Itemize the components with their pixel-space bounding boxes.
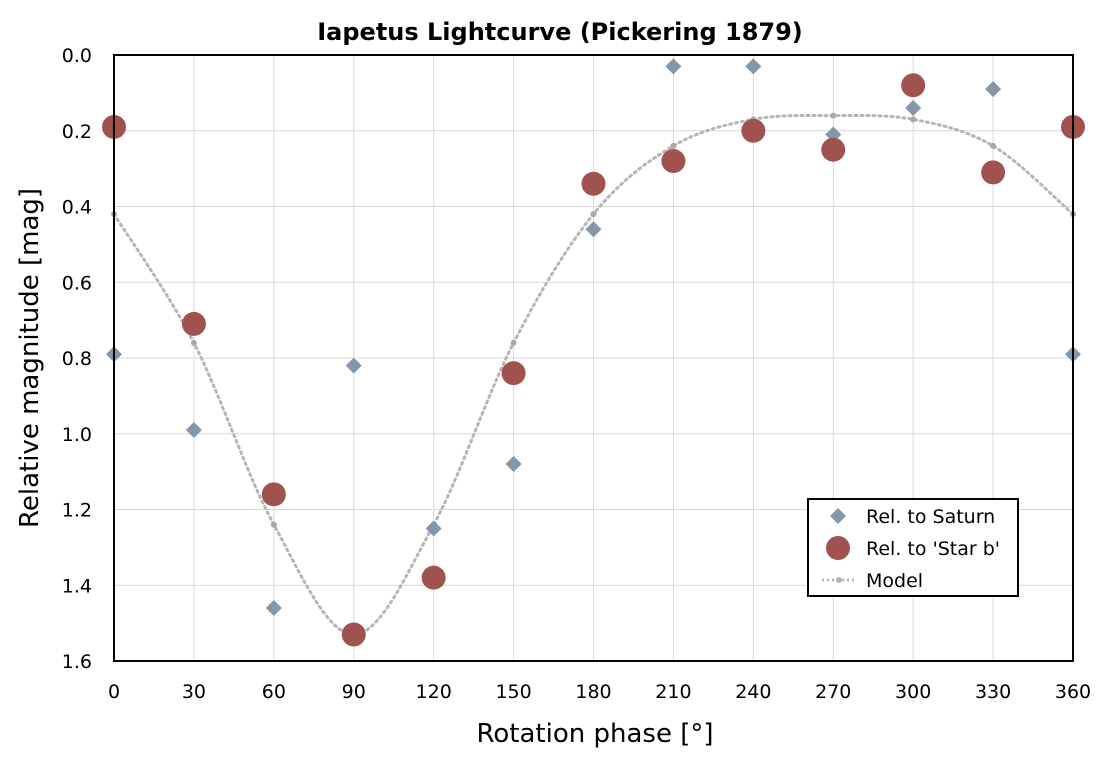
model-point [590, 211, 597, 218]
x-tick-label: 30 [182, 681, 206, 703]
y-tick-label: 0.8 [62, 348, 92, 370]
x-tick-label: 180 [575, 681, 611, 703]
starb-point [901, 73, 926, 98]
starb-point [981, 160, 1006, 185]
y-tick-label: 0.0 [62, 45, 92, 67]
x-tick-label: 90 [342, 681, 366, 703]
model-point [510, 339, 517, 346]
model-curve [112, 113, 1075, 636]
y-tick-label: 0.6 [62, 272, 92, 294]
y-axis-label: Relative magnitude [mag] [15, 188, 45, 528]
saturn-point [585, 221, 602, 238]
model-point [270, 521, 277, 528]
saturn-point [345, 357, 362, 374]
y-tick-label: 1.0 [62, 424, 92, 446]
legend-model-label: Model [866, 570, 923, 592]
saturn-point [985, 81, 1002, 98]
saturn-point [425, 520, 442, 537]
starb-point [661, 149, 686, 174]
y-tick-label: 1.4 [62, 575, 92, 597]
starb-point [581, 171, 606, 196]
saturn-point [665, 58, 682, 75]
model-point [670, 142, 677, 149]
y-tick-label: 1.2 [62, 500, 92, 522]
x-tick-label: 240 [735, 681, 771, 703]
plot-frame [113, 54, 1074, 662]
y-tick-label: 0.4 [62, 197, 92, 219]
x-tick-label: 120 [416, 681, 452, 703]
starb-point [261, 482, 286, 507]
x-tick-label: 210 [655, 681, 691, 703]
legend-model-marker [836, 577, 842, 583]
chart-title: Iapetus Lightcurve (Pickering 1879) [317, 18, 803, 46]
x-tick-label: 360 [1055, 681, 1091, 703]
saturn-point [265, 599, 282, 616]
x-tick-label: 300 [895, 681, 931, 703]
x-tick-label: 0 [108, 681, 120, 703]
x-tick-labels: 0 30 60 90 120 150 180 210 240 270 300 330 360 [108, 681, 1091, 703]
saturn-point [905, 100, 922, 117]
starb-point [501, 361, 526, 386]
starb-point [181, 311, 206, 336]
starb-point [341, 622, 366, 647]
saturn-point [505, 456, 522, 473]
x-tick-label: 60 [262, 681, 286, 703]
starb-series [102, 73, 1085, 647]
starb-point [741, 118, 766, 143]
model-point [910, 116, 917, 123]
legend-saturn-marker [830, 508, 846, 524]
legend: Rel. to Saturn Rel. to 'Star b' Model [807, 498, 1019, 597]
legend-starb-label: Rel. to 'Star b' [866, 538, 1000, 560]
y-tick-label: 1.6 [62, 651, 92, 673]
y-tick-label: 0.2 [62, 121, 92, 143]
x-tick-label: 330 [975, 681, 1011, 703]
y-tick-labels: 0.0 0.2 0.4 0.6 0.8 1.0 1.2 1.4 1.6 [62, 45, 92, 673]
x-axis-label: Rotation phase [°] [476, 719, 713, 749]
model-point [990, 142, 997, 149]
legend-starb-marker [826, 536, 850, 560]
saturn-point [185, 421, 202, 438]
starb-point [421, 565, 446, 590]
x-tick-label: 150 [495, 681, 531, 703]
saturn-point [745, 58, 762, 75]
x-tick-label: 270 [815, 681, 851, 703]
starb-point [821, 137, 846, 162]
legend-saturn-label: Rel. to Saturn [866, 506, 995, 528]
model-point [830, 112, 837, 119]
model-point [190, 339, 197, 346]
